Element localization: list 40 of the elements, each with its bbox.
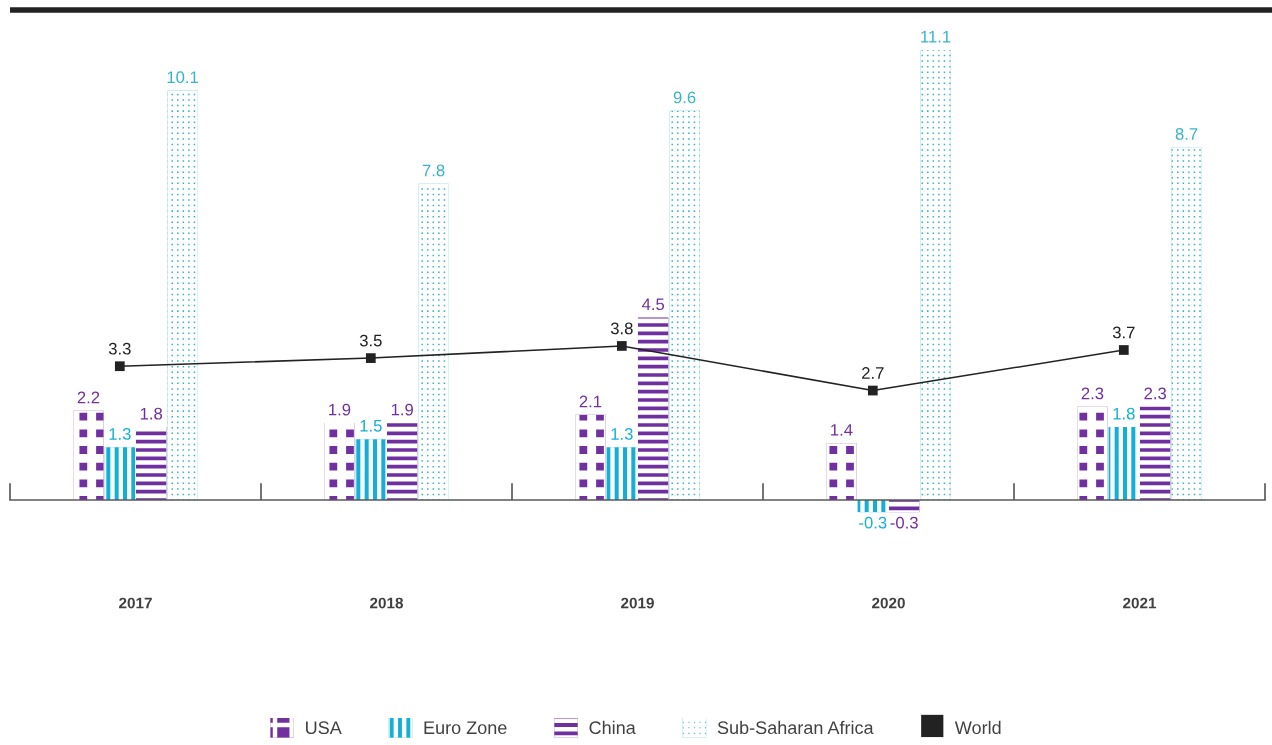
- data-label: 11.1: [921, 30, 951, 43]
- data-label: 2.1: [579, 395, 602, 408]
- point: [1118, 345, 1129, 355]
- data-label: 1.5: [360, 420, 382, 432]
- legend-label: Sub-Saharan Africa: [717, 720, 874, 735]
- legend-label: World: [954, 720, 1001, 735]
- x-tick-label: 2019: [621, 597, 654, 609]
- data-label: 7.8: [422, 164, 445, 177]
- data-label: 3.3: [108, 342, 131, 355]
- data-label: 1.3: [611, 428, 633, 440]
- point: [365, 353, 376, 363]
- data-label: 1.9: [391, 403, 413, 416]
- x-tick-label: 2020: [872, 597, 905, 609]
- data-label: 8.7: [1175, 128, 1198, 140]
- x-tick-label: 2018: [370, 597, 404, 609]
- point: [867, 385, 878, 396]
- data-label: 3.5: [359, 334, 382, 347]
- data-label: -0.3: [859, 516, 887, 529]
- data-label: 1.3: [109, 428, 131, 440]
- data-label: 2.7: [862, 367, 884, 379]
- data-label: 2.2: [77, 391, 100, 404]
- data-label: -0.3: [890, 516, 918, 529]
- data-label: 3.7: [1112, 326, 1135, 339]
- data-label: 1.9: [329, 403, 351, 416]
- legend-label: Euro Zone: [424, 721, 507, 735]
- x-tick-label: 2017: [119, 597, 152, 609]
- legend-label: China: [589, 720, 636, 735]
- data-label: 3.8: [610, 322, 633, 335]
- data-label: 2.3: [1144, 387, 1167, 400]
- data-label: 1.8: [1113, 407, 1135, 420]
- data-label: 2.3: [1081, 387, 1104, 400]
- data-label: 9.6: [673, 91, 696, 104]
- data-label: 1.8: [140, 407, 163, 420]
- point: [114, 361, 125, 372]
- data-label: 4.5: [641, 298, 665, 311]
- data-label: 10.1: [167, 71, 198, 84]
- point: [616, 341, 627, 351]
- legend-label: USA: [306, 721, 342, 735]
- x-tick-label: 2021: [1123, 597, 1157, 609]
- data-label: 1.4: [831, 424, 853, 436]
